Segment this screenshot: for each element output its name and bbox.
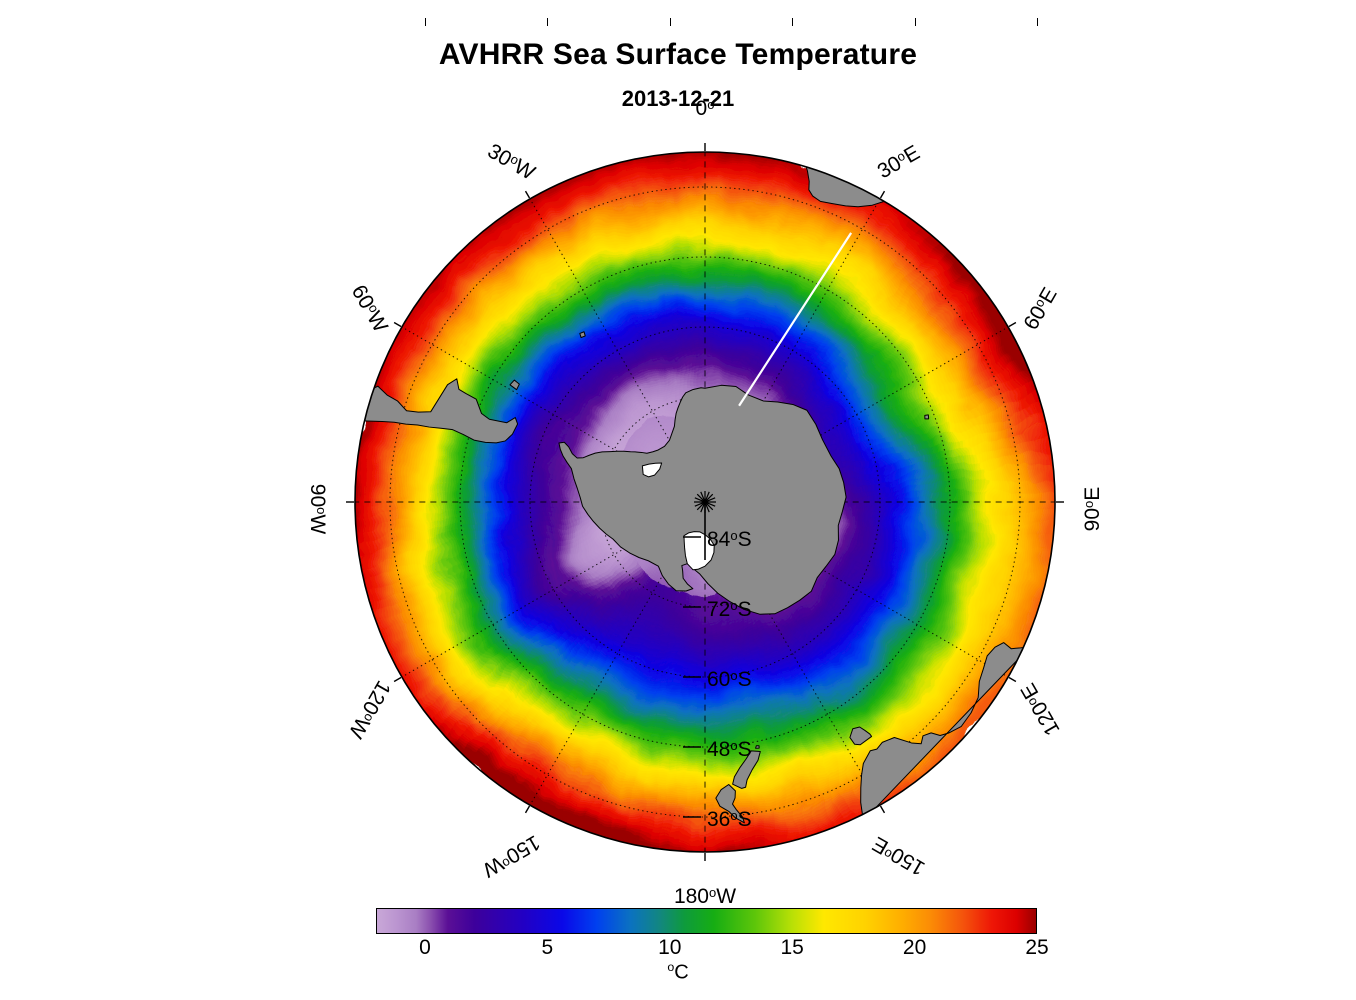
longitude-label-60W: 60oW xyxy=(347,281,392,336)
colorbar-unit-label: oC xyxy=(0,960,1356,985)
longitude-tick xyxy=(394,323,401,327)
longitude-label-30E: 30oE xyxy=(874,141,924,183)
colorbar-tick xyxy=(915,18,916,26)
longitude-label-0: 0o xyxy=(696,97,715,120)
longitude-label-90E: 90oE xyxy=(1081,487,1104,532)
latitude-label-72S: 72oS xyxy=(707,598,752,621)
latitude-label-84S: 84oS xyxy=(707,528,752,551)
colorbar-tick-label-15: 15 xyxy=(780,936,803,960)
colorbar-tick-label-5: 5 xyxy=(542,936,554,960)
longitude-label-30W: 30oW xyxy=(484,140,539,185)
colorbar[interactable] xyxy=(376,908,1037,934)
colorbar-gradient xyxy=(377,909,1036,933)
longitude-label-120E: 120oE xyxy=(1017,679,1065,739)
longitude-label-90W: 90oW xyxy=(306,484,329,535)
colorbar-tick-label-10: 10 xyxy=(658,936,681,960)
longitude-label-180W: 180oW xyxy=(674,885,736,908)
longitude-tick xyxy=(394,678,401,682)
latitude-label-48S: 48oS xyxy=(707,738,752,761)
colorbar-tick-label-25: 25 xyxy=(1025,936,1048,960)
colorbar-tick xyxy=(425,18,426,26)
longitude-tick xyxy=(881,806,885,813)
longitude-label-150W: 150oW xyxy=(478,830,543,881)
longitude-tick xyxy=(1009,678,1016,682)
longitude-label-60E: 60oE xyxy=(1019,284,1061,334)
longitude-label-120W: 120oW xyxy=(344,677,395,742)
colorbar-tick-label-20: 20 xyxy=(903,936,926,960)
latitude-label-60S: 60oS xyxy=(707,668,752,691)
longitude-tick xyxy=(526,806,530,813)
longitude-tick xyxy=(1009,323,1016,327)
colorbar-tick xyxy=(547,18,548,26)
longitude-tick xyxy=(881,191,885,198)
colorbar-tick xyxy=(792,18,793,26)
colorbar-tick-label-0: 0 xyxy=(419,936,431,960)
longitude-tick xyxy=(526,191,530,198)
colorbar-tick xyxy=(1037,18,1038,26)
longitude-label-150E: 150oE xyxy=(869,832,929,880)
colorbar-tick xyxy=(670,18,671,26)
latitude-label-36S: 36oS xyxy=(707,808,752,831)
